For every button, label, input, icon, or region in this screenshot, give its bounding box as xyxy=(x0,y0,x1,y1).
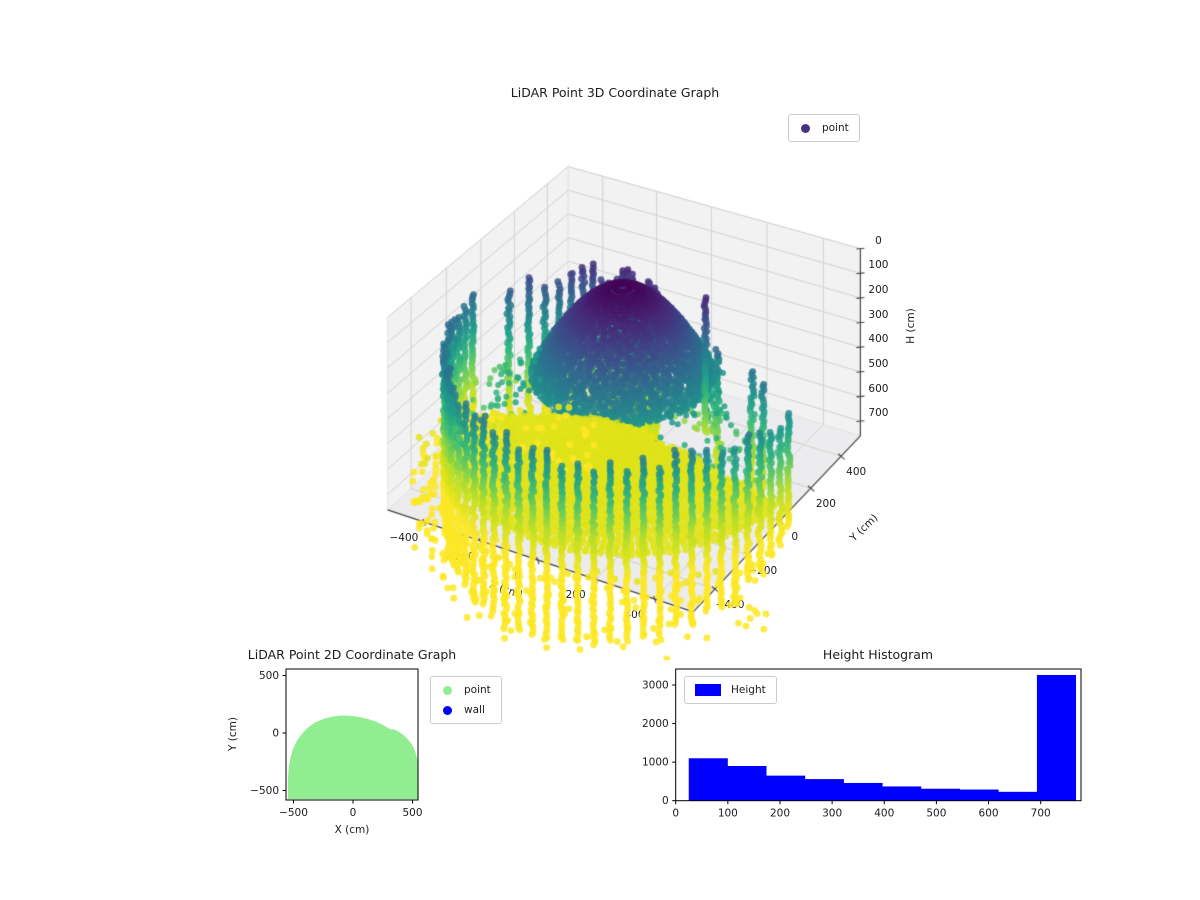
footprint-points-blob xyxy=(287,715,419,800)
hist-bar xyxy=(882,786,922,801)
plot3d: X (cm) Y (cm) H (cm) −400 −200 0 200 400 −400… xyxy=(320,100,1000,660)
y-tick-label-3d: 400 xyxy=(846,466,867,479)
y-tick-label-3d: 200 xyxy=(815,498,836,511)
hist-bar xyxy=(920,788,960,801)
z-tick-label-3d: 0 xyxy=(875,234,882,247)
y-axis-label-2d: Y (cm) xyxy=(227,717,239,751)
x-tick-label-hist: 700 xyxy=(1031,808,1051,820)
hist-bar xyxy=(998,791,1038,801)
hist-bar xyxy=(959,789,999,801)
hist-legend: Height xyxy=(684,676,777,704)
plot3d-title: LiDAR Point 3D Coordinate Graph xyxy=(510,85,720,100)
legend-item-wall: wall xyxy=(439,700,491,720)
x-tick-label-3d: 400 xyxy=(624,608,645,621)
point-marker-icon xyxy=(443,685,452,695)
legend-item-point: point xyxy=(797,118,849,138)
y-tick-label-2d: −500 xyxy=(250,785,279,797)
z-tick-label-3d: 500 xyxy=(868,357,889,370)
x-tick-label-3d: −400 xyxy=(389,531,419,544)
z-tick-label-3d: 400 xyxy=(868,333,889,346)
z-tick-label-3d: 100 xyxy=(868,259,889,272)
hist-bar xyxy=(766,775,806,801)
y-axis-label-3d: Y (cm) xyxy=(847,511,881,545)
legend-label: Height xyxy=(731,684,766,696)
hist-bar xyxy=(688,758,728,801)
z-tick-label-3d: 600 xyxy=(868,382,889,395)
hist-title: Height Histogram xyxy=(822,647,934,662)
y-tick-label-hist: 3000 xyxy=(642,679,669,691)
y-tick-label-hist: 1000 xyxy=(642,757,669,769)
z-tick-label-3d: 300 xyxy=(868,308,889,321)
plot3d-tick-labels: X (cm) Y (cm) H (cm) −400 −200 0 200 400 −400… xyxy=(320,100,1000,660)
x-tick-label-hist: 100 xyxy=(718,808,738,820)
plot2d-title: LiDAR Point 2D Coordinate Graph xyxy=(247,647,457,662)
x-axis-label-3d: X (cm) xyxy=(487,578,525,602)
plot2d-legend: point wall xyxy=(430,676,502,724)
z-tick-label-3d: 700 xyxy=(868,407,889,420)
y-tick-label-3d: −200 xyxy=(748,564,778,577)
legend-label: point xyxy=(822,122,849,134)
x-tick-label-3d: −200 xyxy=(445,550,475,563)
x-tick-label-hist: 600 xyxy=(979,808,999,820)
legend-item-point: point xyxy=(439,680,491,700)
legend-label: wall xyxy=(464,704,485,716)
hist-bar xyxy=(804,779,844,801)
hist-bar xyxy=(843,782,883,801)
hist-bar xyxy=(1036,674,1077,801)
y-tick-label-3d: 0 xyxy=(791,531,799,544)
x-tick-label-hist: 0 xyxy=(672,808,679,820)
y-tick-label-3d: −400 xyxy=(715,599,745,612)
x-tick-label-3d: 200 xyxy=(565,589,586,602)
y-tick-label-2d: 500 xyxy=(259,670,279,682)
legend-label: point xyxy=(464,684,491,696)
y-tick-label-2d: 0 xyxy=(272,728,279,740)
x-tick-label-2d: 0 xyxy=(350,807,357,819)
y-tick-label-hist: 0 xyxy=(662,795,669,807)
x-axis-label-2d: X (cm) xyxy=(334,824,370,836)
hist-bar xyxy=(727,765,767,801)
height-swatch-icon xyxy=(695,684,721,696)
x-tick-label-hist: 300 xyxy=(822,808,842,820)
x-tick-label-hist: 500 xyxy=(926,808,946,820)
z-tick-label-3d: 200 xyxy=(868,283,889,296)
y-tick-label-hist: 2000 xyxy=(642,718,669,730)
point-marker-icon xyxy=(801,123,810,133)
z-axis-label-3d: H (cm) xyxy=(905,308,917,344)
legend-item-height: Height xyxy=(693,680,766,700)
x-tick-label-3d: 0 xyxy=(514,569,521,582)
x-tick-label-2d: −500 xyxy=(279,807,308,819)
wall-marker-icon xyxy=(443,705,452,715)
x-tick-label-hist: 200 xyxy=(770,808,790,820)
plot3d-legend: point xyxy=(788,114,860,142)
hist-spines xyxy=(675,668,1082,802)
x-tick-label-hist: 400 xyxy=(874,808,894,820)
x-tick-label-2d: 500 xyxy=(402,807,422,819)
plot2d-spines xyxy=(285,668,419,801)
